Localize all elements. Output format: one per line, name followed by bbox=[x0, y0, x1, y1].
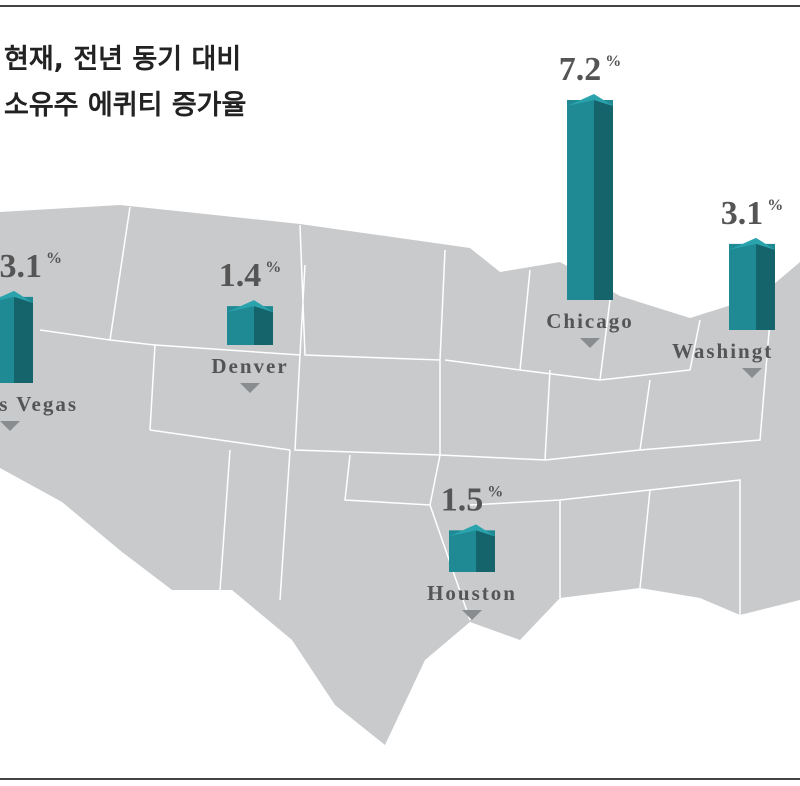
marker bbox=[462, 610, 482, 620]
value-label: 3.1% bbox=[0, 248, 62, 285]
value-unit: % bbox=[767, 197, 783, 214]
title-line: 소유주 에퀴티 증가율 bbox=[4, 90, 246, 121]
value-unit: % bbox=[605, 53, 621, 70]
value-label: 3.1% bbox=[721, 195, 784, 232]
bar-cap bbox=[567, 94, 613, 106]
value-label: 1.4% bbox=[219, 257, 282, 294]
bar-side bbox=[594, 100, 613, 300]
bar-cap bbox=[227, 300, 273, 313]
value-unit: % bbox=[487, 483, 503, 500]
marker bbox=[580, 338, 600, 348]
city-label: Denver bbox=[211, 354, 288, 378]
value-label: 7.2% bbox=[559, 51, 622, 88]
city-label: Chicago bbox=[546, 309, 634, 333]
value-label: 1.5% bbox=[441, 481, 504, 518]
marker bbox=[0, 421, 20, 431]
value-number: 1.5 bbox=[441, 481, 484, 518]
city-label: Washingt bbox=[672, 339, 773, 363]
city-label: Houston bbox=[427, 581, 517, 605]
bar-side bbox=[476, 530, 495, 572]
city-label: Las Vegas bbox=[0, 392, 78, 416]
value-unit: % bbox=[265, 259, 281, 276]
value-number: 3.1 bbox=[721, 195, 764, 232]
value-unit: % bbox=[46, 250, 62, 267]
marker bbox=[240, 383, 260, 393]
bar-cap bbox=[729, 237, 775, 250]
bar-cap bbox=[0, 290, 33, 303]
title-line: 현재, 전년 동기 대비 bbox=[4, 44, 241, 75]
bar-cap bbox=[449, 524, 495, 537]
bar-side bbox=[14, 296, 33, 383]
value-number: 7.2 bbox=[559, 51, 602, 88]
bar-side bbox=[254, 306, 273, 345]
bar-side bbox=[756, 243, 775, 330]
value-number: 3.1 bbox=[0, 248, 42, 285]
marker bbox=[742, 368, 762, 378]
value-number: 1.4 bbox=[219, 257, 262, 294]
